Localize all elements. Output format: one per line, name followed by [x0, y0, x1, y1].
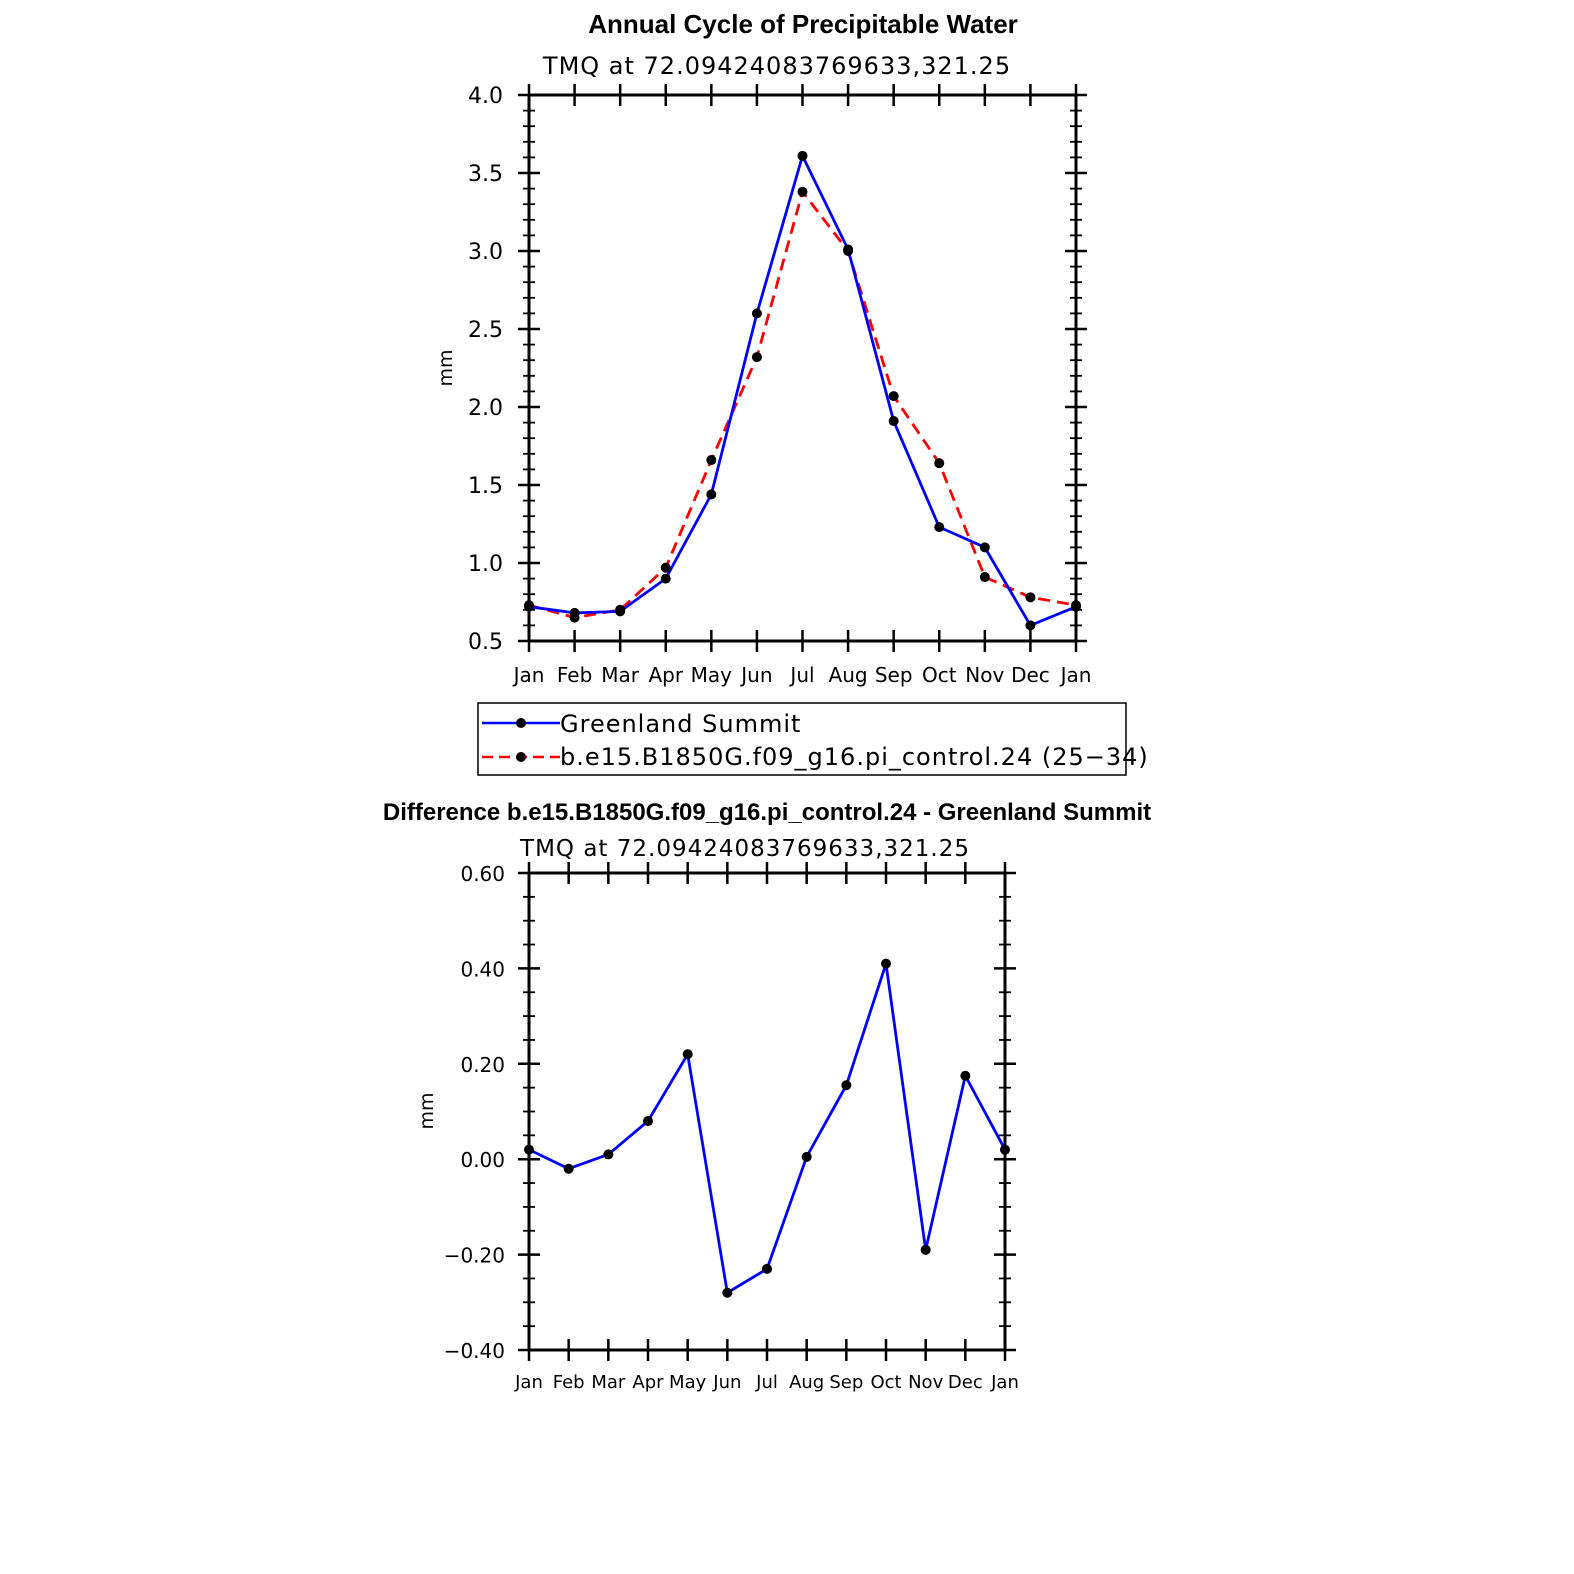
series-0-point	[1000, 1144, 1010, 1155]
y-tick-label: −0.20	[444, 1244, 505, 1268]
series-1-point	[706, 455, 717, 466]
x-tick-label: Sep	[875, 663, 913, 687]
series-1-point	[888, 391, 899, 402]
series-1-point	[751, 352, 762, 363]
y-tick-label: 1.5	[468, 474, 503, 499]
series-1-point	[843, 246, 854, 256]
legend-marker-greenland-summit	[516, 718, 526, 728]
x-tick-label: Apr	[632, 1372, 664, 1393]
x-tick-label: Dec	[1011, 663, 1050, 687]
x-tick-label: Jan	[514, 1372, 543, 1393]
series-1-point	[934, 458, 945, 469]
series-0-point	[797, 150, 808, 161]
x-tick-label: Dec	[948, 1372, 983, 1393]
series-0-point	[841, 1080, 852, 1091]
y-tick-label: 0.20	[460, 1053, 505, 1077]
top-chart-subtitle: TMQ at 72.09424083769633,321.25	[542, 52, 1011, 80]
y-tick-label: 0.40	[460, 957, 505, 981]
x-tick-label: Oct	[870, 1372, 901, 1393]
series-0-point	[934, 522, 945, 533]
y-tick-label: 3.0	[468, 240, 503, 265]
x-tick-label: Jun	[739, 663, 772, 687]
series-0-point	[722, 1287, 733, 1298]
series-1-point	[660, 562, 671, 573]
series-0-point	[762, 1263, 772, 1274]
series-1-point	[569, 612, 580, 623]
x-tick-label: Aug	[789, 1372, 824, 1393]
y-tick-label: 2.5	[468, 318, 503, 343]
x-tick-label: Mar	[591, 1372, 626, 1393]
legend-marker-pi-control	[516, 752, 526, 762]
series-0-point	[881, 958, 891, 969]
x-tick-label: Jan	[1059, 663, 1092, 687]
x-tick-label: Apr	[648, 663, 683, 687]
x-tick-label: Mar	[601, 663, 640, 687]
top-chart-ticks: Jan Feb Mar Apr May Jun Jul Aug Sep Oct Nov Dec Jan 0…	[468, 84, 1091, 687]
series-0-point	[524, 1144, 534, 1155]
top-chart-ylabel: mm	[435, 349, 457, 386]
x-tick-label: Sep	[829, 1372, 863, 1393]
legend-label-pi-control: b.e15.B1850G.f09_g16.pi_control.24 (25−3…	[560, 743, 1149, 771]
bottom-chart-ticks: Jan Feb Mar Apr May Jun Jul Aug Sep Oct Nov Dec Jan−…	[444, 862, 1019, 1393]
y-tick-label: 1.0	[468, 552, 503, 577]
y-tick-label: 0.5	[468, 630, 503, 655]
y-tick-label: 0.60	[460, 862, 505, 886]
series-0-point	[979, 542, 990, 553]
series-1-point	[524, 600, 534, 611]
x-tick-label: Jan	[512, 663, 545, 687]
series-1-point	[1025, 592, 1036, 603]
top-chart-plot-frame	[527, 93, 1078, 643]
series-0-point	[643, 1116, 653, 1127]
series-0-point	[1025, 620, 1036, 631]
y-tick-label: 2.0	[468, 396, 503, 421]
series-1-point	[615, 604, 626, 615]
bottom-chart-series	[524, 958, 1010, 1298]
y-tick-label: −0.40	[444, 1339, 505, 1363]
series-1-point	[979, 572, 990, 583]
series-line-1	[528, 188, 1077, 620]
x-tick-label: Nov	[965, 663, 1004, 687]
top-chart-title: Annual Cycle of Precipitable Water	[588, 9, 1018, 39]
x-tick-label: Feb	[557, 663, 592, 687]
bottom-chart-subtitle: TMQ at 72.09424083769633,321.25	[519, 836, 970, 862]
bottom-chart-ylabel: mm	[416, 1092, 438, 1129]
y-tick-label: 4.0	[468, 84, 503, 109]
series-0-point	[751, 308, 762, 319]
series-0-point	[801, 1151, 812, 1162]
x-tick-label: Jun	[712, 1372, 741, 1393]
x-tick-label: May	[669, 1372, 707, 1393]
x-tick-label: Feb	[553, 1372, 585, 1393]
top-chart-series	[524, 150, 1081, 631]
series-line-0	[528, 151, 1077, 628]
top-chart: Annual Cycle of Precipitable Water TMQ a…	[435, 9, 1091, 687]
series-line-0	[528, 963, 1007, 1296]
y-tick-label: 0.00	[460, 1148, 505, 1172]
series-0-point	[682, 1049, 693, 1060]
legend: Greenland Summit b.e15.B1850G.f09_g16.pi…	[477, 702, 1149, 776]
x-tick-label: Oct	[922, 663, 957, 687]
series-1-point	[1071, 600, 1081, 611]
legend-label-greenland-summit: Greenland Summit	[560, 710, 801, 738]
legend-box	[477, 702, 1127, 776]
series-0-point	[563, 1163, 574, 1174]
series-0-point	[706, 489, 717, 500]
bottom-chart-plot-frame	[527, 871, 1007, 1352]
bottom-chart-title: Difference b.e15.B1850G.f09_g16.pi_contr…	[383, 799, 1151, 826]
series-0-point	[660, 573, 671, 584]
bottom-chart: Difference b.e15.B1850G.f09_g16.pi_contr…	[383, 799, 1151, 1393]
x-tick-label: Jul	[755, 1372, 778, 1393]
series-0-point	[603, 1149, 614, 1160]
series-0-point	[920, 1244, 931, 1255]
series-1-point	[797, 186, 808, 197]
x-tick-label: May	[691, 663, 733, 687]
series-0-point	[960, 1070, 971, 1081]
x-tick-label: Jul	[788, 663, 814, 687]
x-tick-label: Nov	[908, 1372, 943, 1393]
x-tick-label: Aug	[829, 663, 868, 687]
x-tick-label: Jan	[990, 1372, 1019, 1393]
series-0-point	[888, 416, 899, 427]
y-tick-label: 3.5	[468, 162, 503, 187]
